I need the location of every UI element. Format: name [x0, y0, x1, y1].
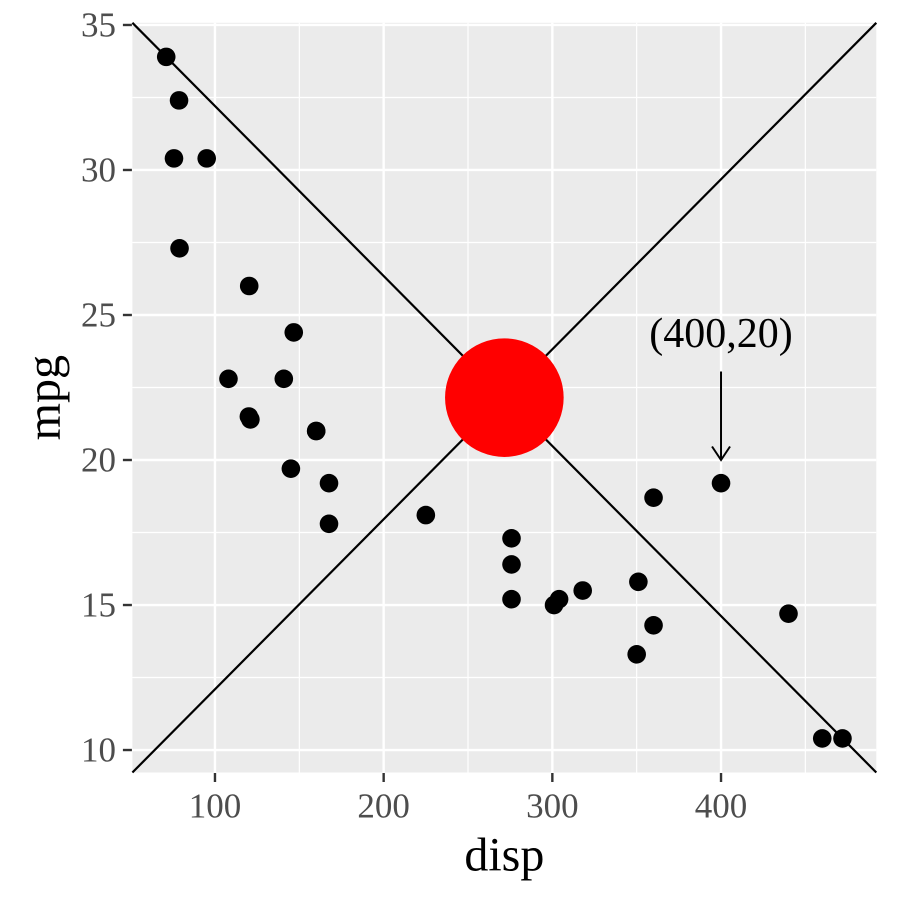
data-point — [164, 149, 184, 168]
data-point — [274, 369, 294, 389]
x-tick-label: 200 — [357, 787, 410, 826]
y-tick-label: 30 — [81, 150, 116, 189]
data-point — [319, 514, 339, 534]
data-point — [219, 369, 238, 389]
data-point — [629, 572, 648, 592]
annotation-label: (400,20) — [649, 311, 792, 357]
annotation: (400,20) — [649, 311, 793, 462]
data-point — [627, 645, 646, 664]
y-tick-label: 35 — [81, 5, 116, 44]
x-axis-title: disp — [464, 829, 544, 882]
x-tick-label: 300 — [526, 787, 579, 826]
data-point — [306, 421, 326, 441]
data-point — [644, 488, 663, 508]
x-tick-label: 100 — [189, 787, 242, 826]
x-tick-label: 400 — [695, 787, 748, 826]
data-point — [812, 729, 832, 748]
data-point — [281, 459, 301, 479]
y-tick-label: 20 — [81, 441, 116, 480]
data-point — [241, 410, 260, 429]
data-point — [502, 589, 521, 609]
data-point — [711, 473, 731, 493]
data-point — [319, 473, 339, 493]
data-point — [833, 729, 852, 748]
x-axis-ticks: 100 200 300 400 — [189, 773, 748, 826]
data-point — [284, 323, 304, 342]
highlight-point — [445, 338, 564, 457]
data-point — [416, 505, 436, 525]
data-point — [170, 238, 189, 258]
data-point — [197, 149, 217, 168]
y-tick-label: 15 — [81, 586, 116, 625]
data-point — [644, 616, 663, 635]
data-point — [573, 581, 593, 600]
data-point — [544, 595, 564, 615]
data-point — [239, 276, 259, 296]
y-axis-ticks: 10 15 20 25 30 35 — [81, 5, 132, 770]
data-points — [156, 47, 852, 748]
data-point — [502, 529, 521, 548]
y-axis-title: mpg — [18, 355, 71, 440]
y-tick-label: 25 — [81, 295, 116, 334]
annotation-arrowhead — [711, 445, 731, 462]
y-tick-label: 10 — [81, 731, 116, 770]
data-point — [779, 604, 798, 624]
data-point — [502, 555, 521, 574]
data-point — [156, 47, 176, 67]
data-point — [169, 91, 189, 110]
